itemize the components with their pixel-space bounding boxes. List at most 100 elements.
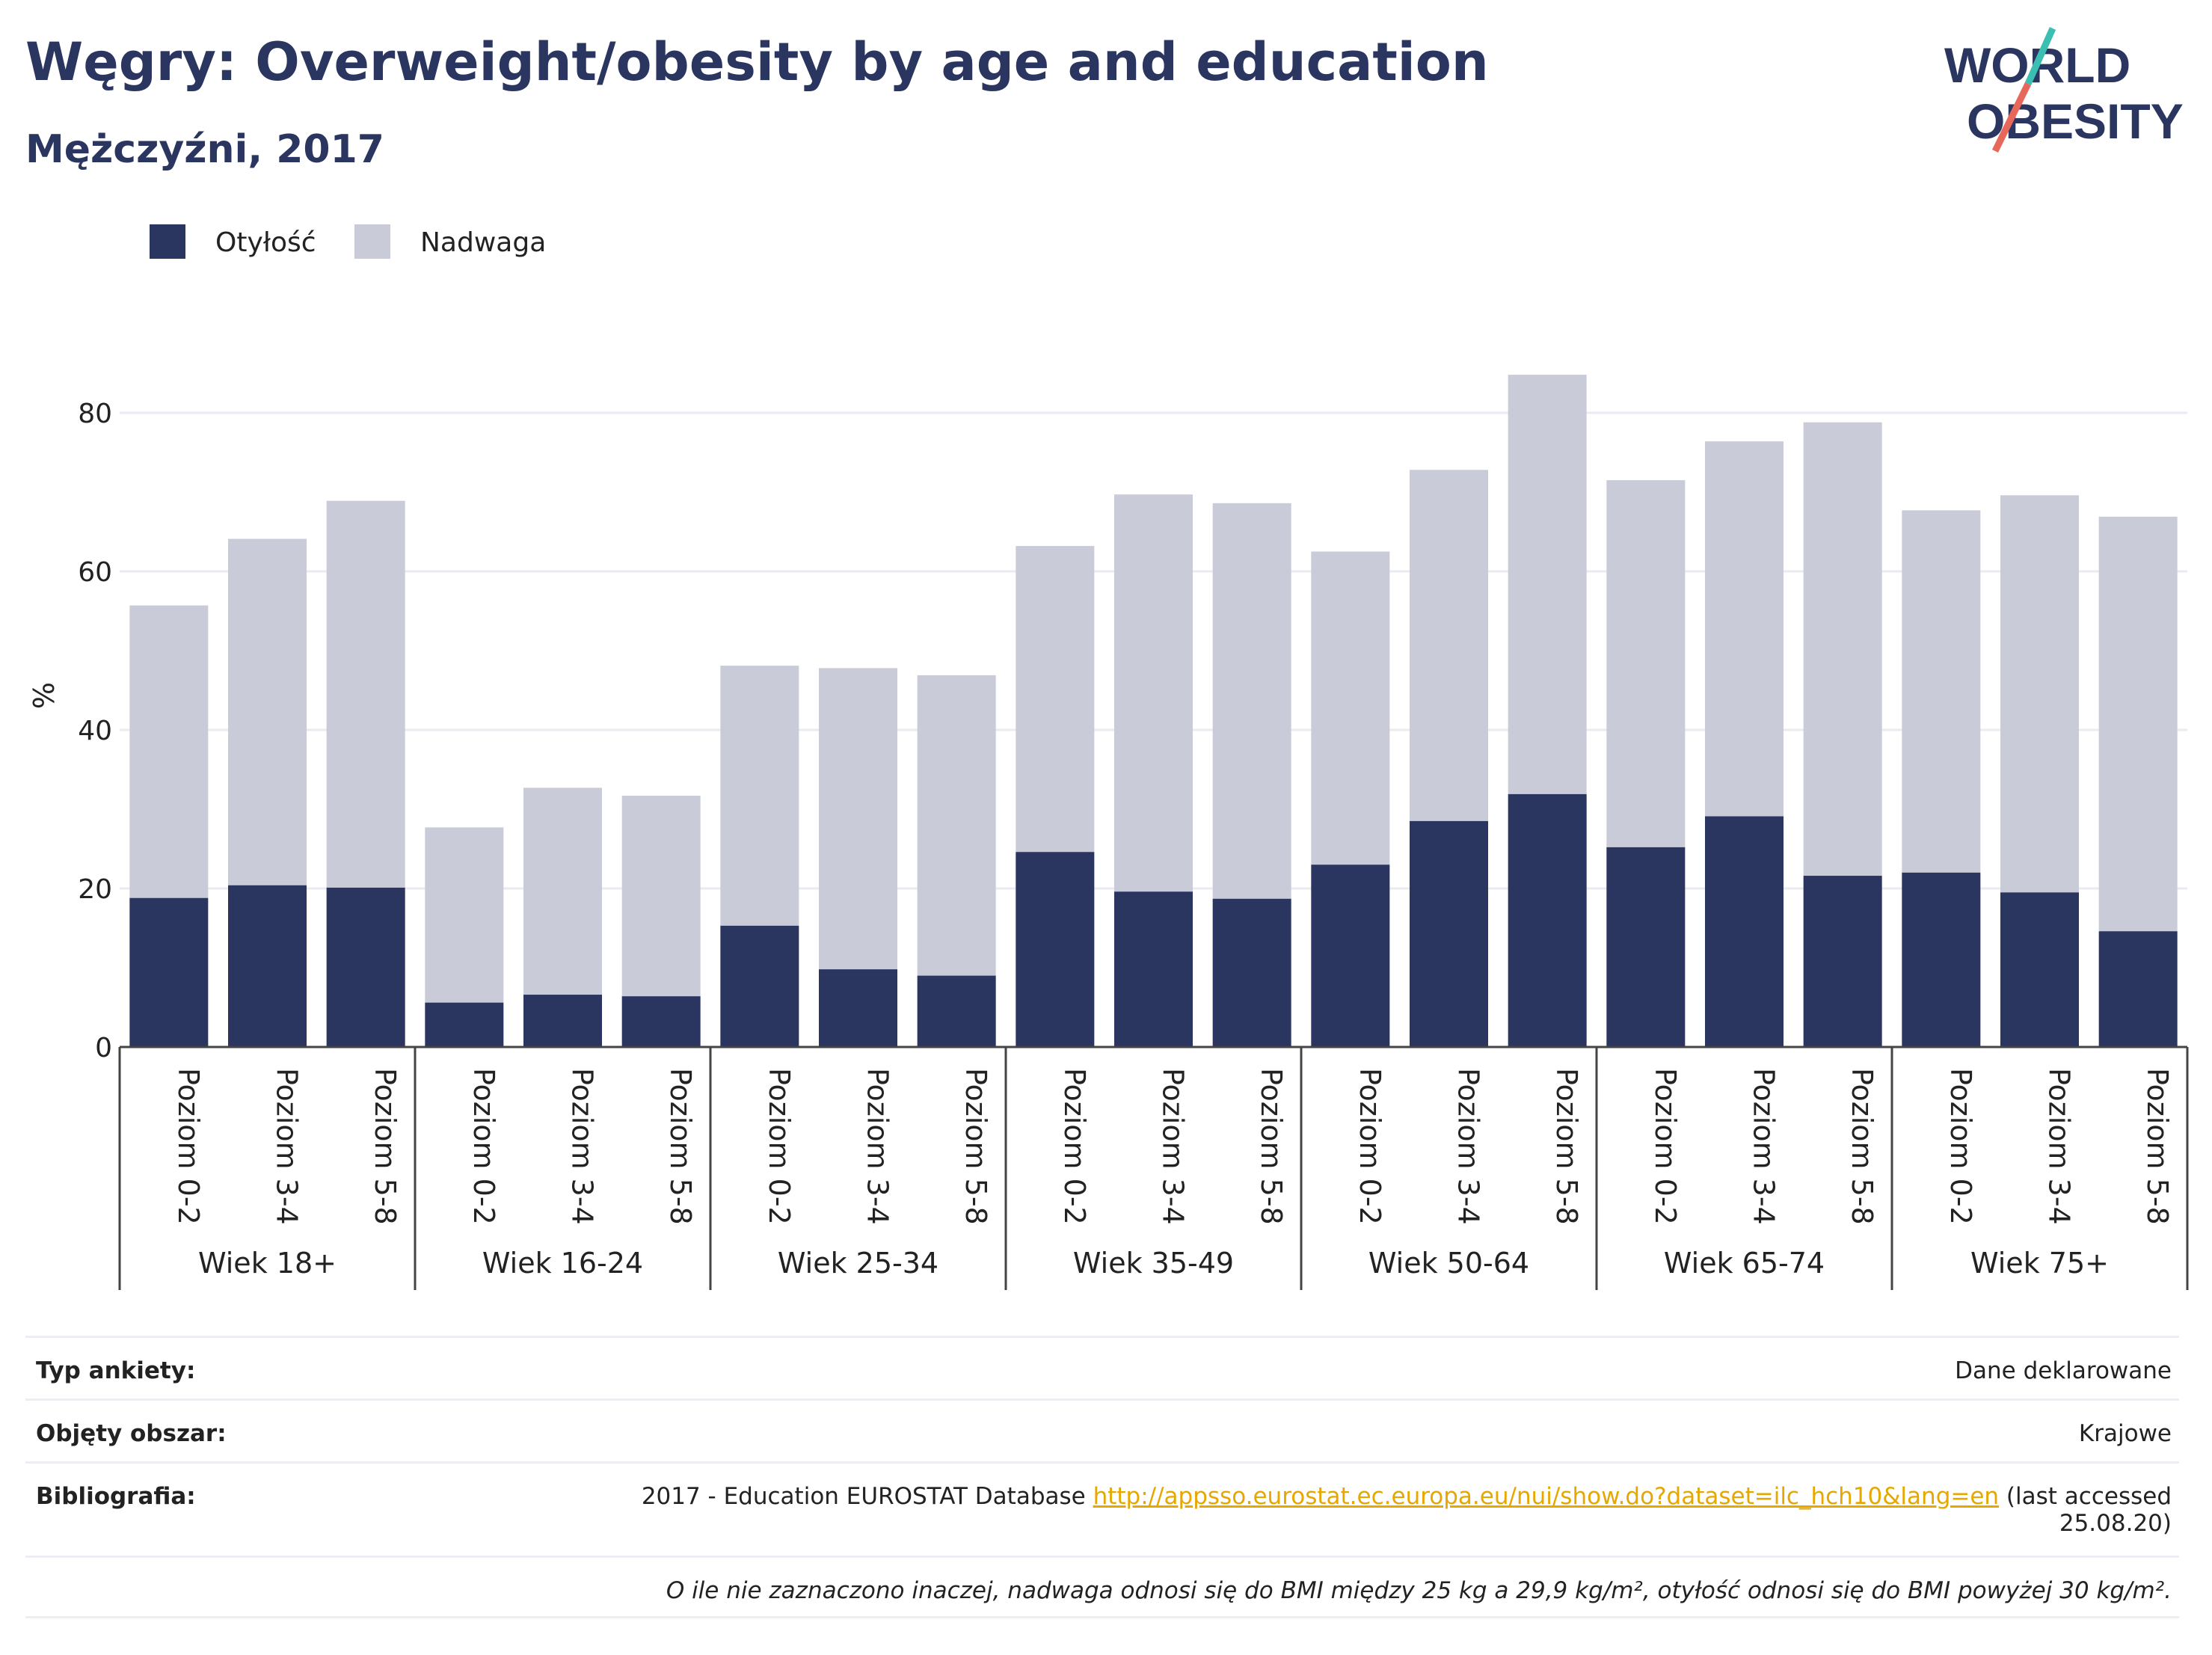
bibliography-accessed: (last accessed: [2006, 1483, 2172, 1510]
bibliography-row: Bibliografia: 2017 - Education EUROSTAT …: [25, 1461, 2179, 1556]
bar-overweight: [326, 500, 405, 888]
bar-overweight: [1114, 494, 1193, 892]
bar-obesity: [1016, 852, 1095, 1047]
legend-label-obesity: Otyłość: [215, 227, 316, 258]
chart-subtitle: Mężczyźni, 2017: [25, 127, 384, 172]
bibliography-label: Bibliografia:: [36, 1483, 196, 1510]
group-label: Wiek 75+: [1970, 1247, 2109, 1280]
bar-overweight: [1016, 546, 1095, 853]
bibliography-date: 25.08.20): [2059, 1510, 2172, 1537]
bar-overweight: [523, 787, 602, 995]
x-tick-label: Poziom 3-4: [1157, 1068, 1190, 1225]
x-tick-label: Poziom 0-2: [1649, 1068, 1682, 1225]
area-value: Krajowe: [2078, 1420, 2172, 1447]
logo-coral-stroke: [1991, 82, 2032, 153]
bar-overweight: [1212, 503, 1291, 899]
x-tick-label: Poziom 5-8: [1846, 1068, 1878, 1225]
x-tick-label: Poziom 3-4: [861, 1068, 894, 1225]
x-tick-label: Poziom 3-4: [566, 1068, 599, 1225]
bar-overweight: [1606, 480, 1686, 847]
group-label: Wiek 25-34: [778, 1247, 938, 1280]
x-tick-label: Poziom 0-2: [1944, 1068, 1977, 1225]
y-tick-label: 80: [78, 399, 112, 429]
y-tick-label: 20: [78, 874, 112, 905]
x-tick-label: Poziom 3-4: [271, 1068, 304, 1225]
bar-obesity: [2098, 931, 2178, 1047]
x-tick-label: Poziom 0-2: [1354, 1068, 1386, 1225]
x-tick-label: Poziom 3-4: [1452, 1068, 1485, 1225]
bar-overweight: [819, 668, 897, 970]
legend-label-overweight: Nadwaga: [420, 227, 546, 258]
bar-overweight: [2098, 516, 2178, 932]
group-label: Wiek 16-24: [482, 1247, 643, 1280]
bar-obesity: [425, 1002, 504, 1047]
legend-swatch-overweight: [354, 224, 390, 259]
world-obesity-logo: WORLD OBESITY: [1944, 27, 2184, 153]
survey-row: Typ ankiety: Dane deklarowane: [25, 1336, 2179, 1398]
bar-obesity: [917, 975, 996, 1047]
y-axis-label: %: [28, 682, 61, 709]
bar-overweight: [228, 538, 307, 885]
bar-obesity: [129, 897, 209, 1047]
x-tick-label: Poziom 5-8: [1550, 1068, 1583, 1225]
bar-obesity: [2000, 892, 2079, 1047]
survey-label: Typ ankiety:: [36, 1357, 196, 1384]
x-tick-label: Poziom 5-8: [2141, 1068, 2174, 1225]
bar-obesity: [1114, 891, 1193, 1047]
group-label: Wiek 65-74: [1664, 1247, 1825, 1280]
bibliography-link[interactable]: http://appsso.eurostat.ec.europa.eu/nui/…: [1093, 1483, 2000, 1510]
bar-overweight: [1508, 375, 1587, 794]
y-tick-label: 0: [95, 1033, 112, 1063]
bar-overweight: [1311, 551, 1390, 865]
x-tick-label: Poziom 0-2: [763, 1068, 796, 1225]
bar-overweight: [720, 666, 799, 926]
group-label: Wiek 35-49: [1073, 1247, 1234, 1280]
x-tick-label: Poziom 0-2: [467, 1068, 500, 1225]
bar-overweight: [2000, 495, 2079, 893]
bar-overweight: [425, 827, 504, 1003]
bar-obesity: [326, 887, 405, 1047]
legend-swatch-obesity: [150, 224, 185, 259]
x-tick-label: Poziom 5-8: [1255, 1068, 1288, 1225]
bar-obesity: [1705, 816, 1784, 1047]
area-row: Objęty obszar: Krajowe: [25, 1398, 2179, 1461]
bar-obesity: [1606, 847, 1686, 1047]
bar-obesity: [1508, 793, 1587, 1047]
bar-overweight: [129, 605, 209, 898]
chart-title: Węgry: Overweight/obesity by age and edu…: [25, 31, 1489, 93]
bar-obesity: [523, 995, 602, 1047]
area-label: Objęty obszar:: [36, 1420, 227, 1447]
bar-obesity: [621, 996, 701, 1047]
bar-obesity: [1803, 876, 1882, 1047]
bar-obesity: [819, 969, 897, 1047]
bibliography-source: 2017 - Education EUROSTAT Database: [641, 1483, 1086, 1510]
x-tick-label: Poziom 3-4: [2043, 1068, 2076, 1225]
bar-overweight: [917, 675, 996, 976]
bar-overweight: [1705, 441, 1784, 817]
survey-value: Dane deklarowane: [1955, 1357, 2172, 1384]
x-tick-label: Poziom 3-4: [1748, 1068, 1781, 1225]
bar-obesity: [1410, 820, 1488, 1047]
metadata-table: Typ ankiety: Dane deklarowane Objęty obs…: [25, 1336, 2179, 1618]
x-tick-label: Poziom 5-8: [959, 1068, 992, 1225]
logo-teal-stroke: [2024, 27, 2056, 85]
group-label: Wiek 50-64: [1368, 1247, 1529, 1280]
bar-overweight: [1803, 422, 1882, 876]
x-tick-label: Poziom 5-8: [369, 1068, 402, 1225]
bar-obesity: [1311, 865, 1390, 1047]
bar-obesity: [1902, 872, 1981, 1047]
bar-obesity: [720, 925, 799, 1047]
bar-overweight: [1902, 510, 1981, 873]
bar-obesity: [228, 885, 307, 1047]
bar-overweight: [621, 795, 701, 997]
y-tick-label: 60: [78, 557, 112, 588]
x-tick-label: Poziom 0-2: [1058, 1068, 1091, 1225]
bar-obesity: [1212, 898, 1291, 1047]
bibliography-value: 2017 - Education EUROSTAT Database http:…: [642, 1483, 2179, 1537]
x-tick-label: Poziom 5-8: [664, 1068, 697, 1225]
footnote: O ile nie zaznaczono inaczej, nadwaga od…: [666, 1577, 2172, 1604]
footnote-row: O ile nie zaznaczono inaczej, nadwaga od…: [25, 1556, 2179, 1618]
group-label: Wiek 18+: [198, 1247, 337, 1280]
stacked-bar-chart: Otyłość Nadwaga 0 20 40 60 80% Poziom 0-2 Poziom…: [28, 224, 2189, 1290]
bar-overweight: [1410, 470, 1488, 821]
